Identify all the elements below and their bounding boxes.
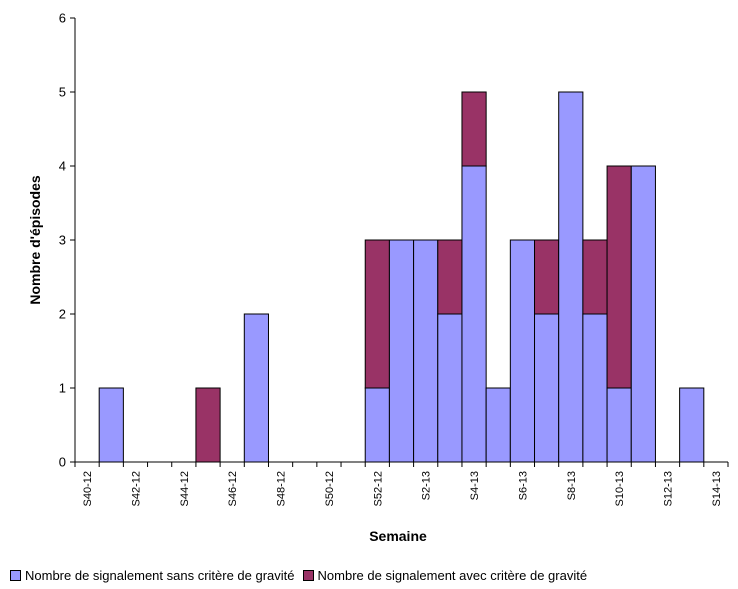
x-tick-label: S46-12	[227, 471, 239, 506]
x-tick-label: S4-13	[469, 471, 481, 500]
x-tick-label: S12-13	[663, 471, 675, 506]
y-tick-label: 4	[59, 159, 66, 174]
y-tick-label: 0	[59, 455, 66, 470]
x-tick-label: S42-12	[130, 471, 142, 506]
y-tick-label: 1	[59, 381, 66, 396]
bar-sans-critere	[582, 313, 608, 463]
legend-label-sans: Nombre de signalement sans critère de gr…	[25, 568, 295, 583]
bars-group	[98, 91, 705, 463]
legend-label-avec: Nombre de signalement avec critère de gr…	[317, 568, 588, 583]
bar-avec-critere	[364, 239, 390, 389]
bar-avec-critere	[534, 239, 560, 315]
x-tick-label: S10-13	[614, 471, 626, 506]
x-tick-label: S8-13	[566, 471, 578, 500]
bar-sans-critere	[485, 387, 511, 463]
x-tick-label: S48-12	[276, 471, 288, 506]
x-tick-label: S50-12	[324, 471, 336, 506]
bar-sans-critere	[534, 313, 560, 463]
y-tick-label: 5	[59, 85, 66, 100]
y-axis-title: Nombre d'épisodes	[27, 175, 43, 305]
legend-item-sans: Nombre de signalement sans critère de gr…	[10, 568, 295, 583]
legend-swatch-avec	[302, 570, 314, 581]
x-ticks: S40-12 S42-12 S44-12 S46-12 S48-12 S50-12 S52-…	[74, 462, 729, 506]
bar-sans-critere	[413, 239, 439, 463]
x-tick-label: S2-13	[421, 471, 433, 500]
bar-sans-critere	[461, 165, 487, 463]
x-tick-label: S6-13	[517, 471, 529, 500]
x-axis-title: Semaine	[369, 528, 427, 544]
bar-sans-critere	[437, 313, 463, 463]
bar-sans-critere	[606, 387, 632, 463]
x-tick-label: S40-12	[82, 471, 94, 506]
bar-sans-critere	[98, 387, 124, 463]
bar-sans-critere	[243, 313, 269, 463]
x-tick-label: S14-13	[711, 471, 723, 506]
bar-avec-critere	[195, 387, 221, 463]
y-tick-label: 6	[59, 11, 66, 26]
y-ticks: 0 1 2 3 4 5 6	[59, 11, 75, 470]
bar-avec-critere	[461, 91, 487, 167]
x-tick-label: S52-12	[372, 471, 384, 506]
bar-sans-critere	[630, 165, 656, 463]
legend: Nombre de signalement sans critère de gr…	[10, 568, 595, 583]
bar-sans-critere	[558, 91, 584, 463]
legend-item-avec: Nombre de signalement avec critère de gr…	[302, 568, 588, 583]
y-tick-label: 3	[59, 233, 66, 248]
y-tick-label: 2	[59, 307, 66, 322]
bar-sans-critere	[388, 239, 415, 463]
bar-avec-critere	[582, 239, 608, 315]
bar-sans-critere	[509, 239, 536, 463]
bar-avec-critere	[606, 165, 632, 389]
bar-sans-critere	[679, 387, 705, 463]
bar-sans-critere	[364, 387, 390, 463]
x-tick-label: S44-12	[179, 471, 191, 506]
legend-swatch-sans	[10, 570, 21, 581]
bar-avec-critere	[437, 239, 463, 315]
